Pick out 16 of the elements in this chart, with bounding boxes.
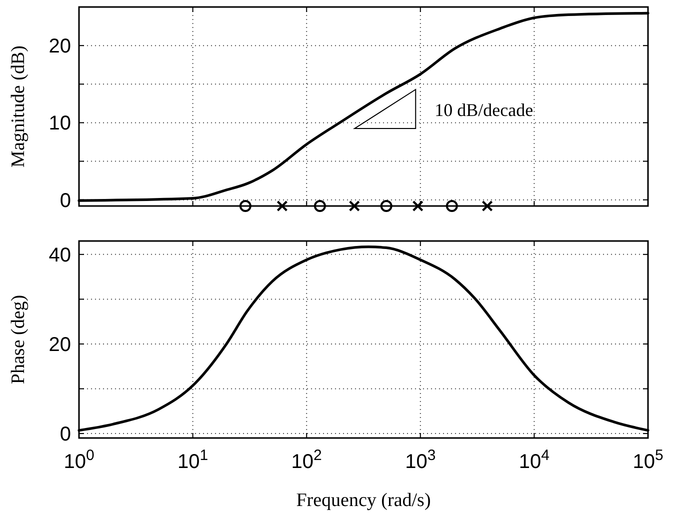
x-axis-title: Frequency (rad/s) (296, 490, 431, 511)
y-tick-label: 10 (48, 112, 71, 135)
y-axis-title: Phase (deg) (8, 294, 29, 384)
y-axis-title: Magnitude (dB) (8, 46, 29, 168)
x-tick-label: 10$^{0}$ (64, 446, 94, 473)
x-tick-label: 10$^{2}$ (291, 446, 322, 473)
x-tick-label: 10$^{3}$ (405, 446, 436, 473)
annotation: 10 dB/decade (434, 100, 534, 120)
y-tick-label: 0 (60, 190, 71, 212)
y-tick-label: 40 (48, 244, 71, 266)
x-tick-label: 10$^{5}$ (632, 446, 664, 473)
x-tick-label: 10$^{4}$ (518, 446, 550, 473)
y-tick-label: 20 (48, 36, 71, 58)
x-tick-label: 10$^{1}$ (178, 446, 208, 473)
y-tick-label: 0 (60, 424, 71, 446)
y-tick-label: 20 (48, 334, 71, 356)
